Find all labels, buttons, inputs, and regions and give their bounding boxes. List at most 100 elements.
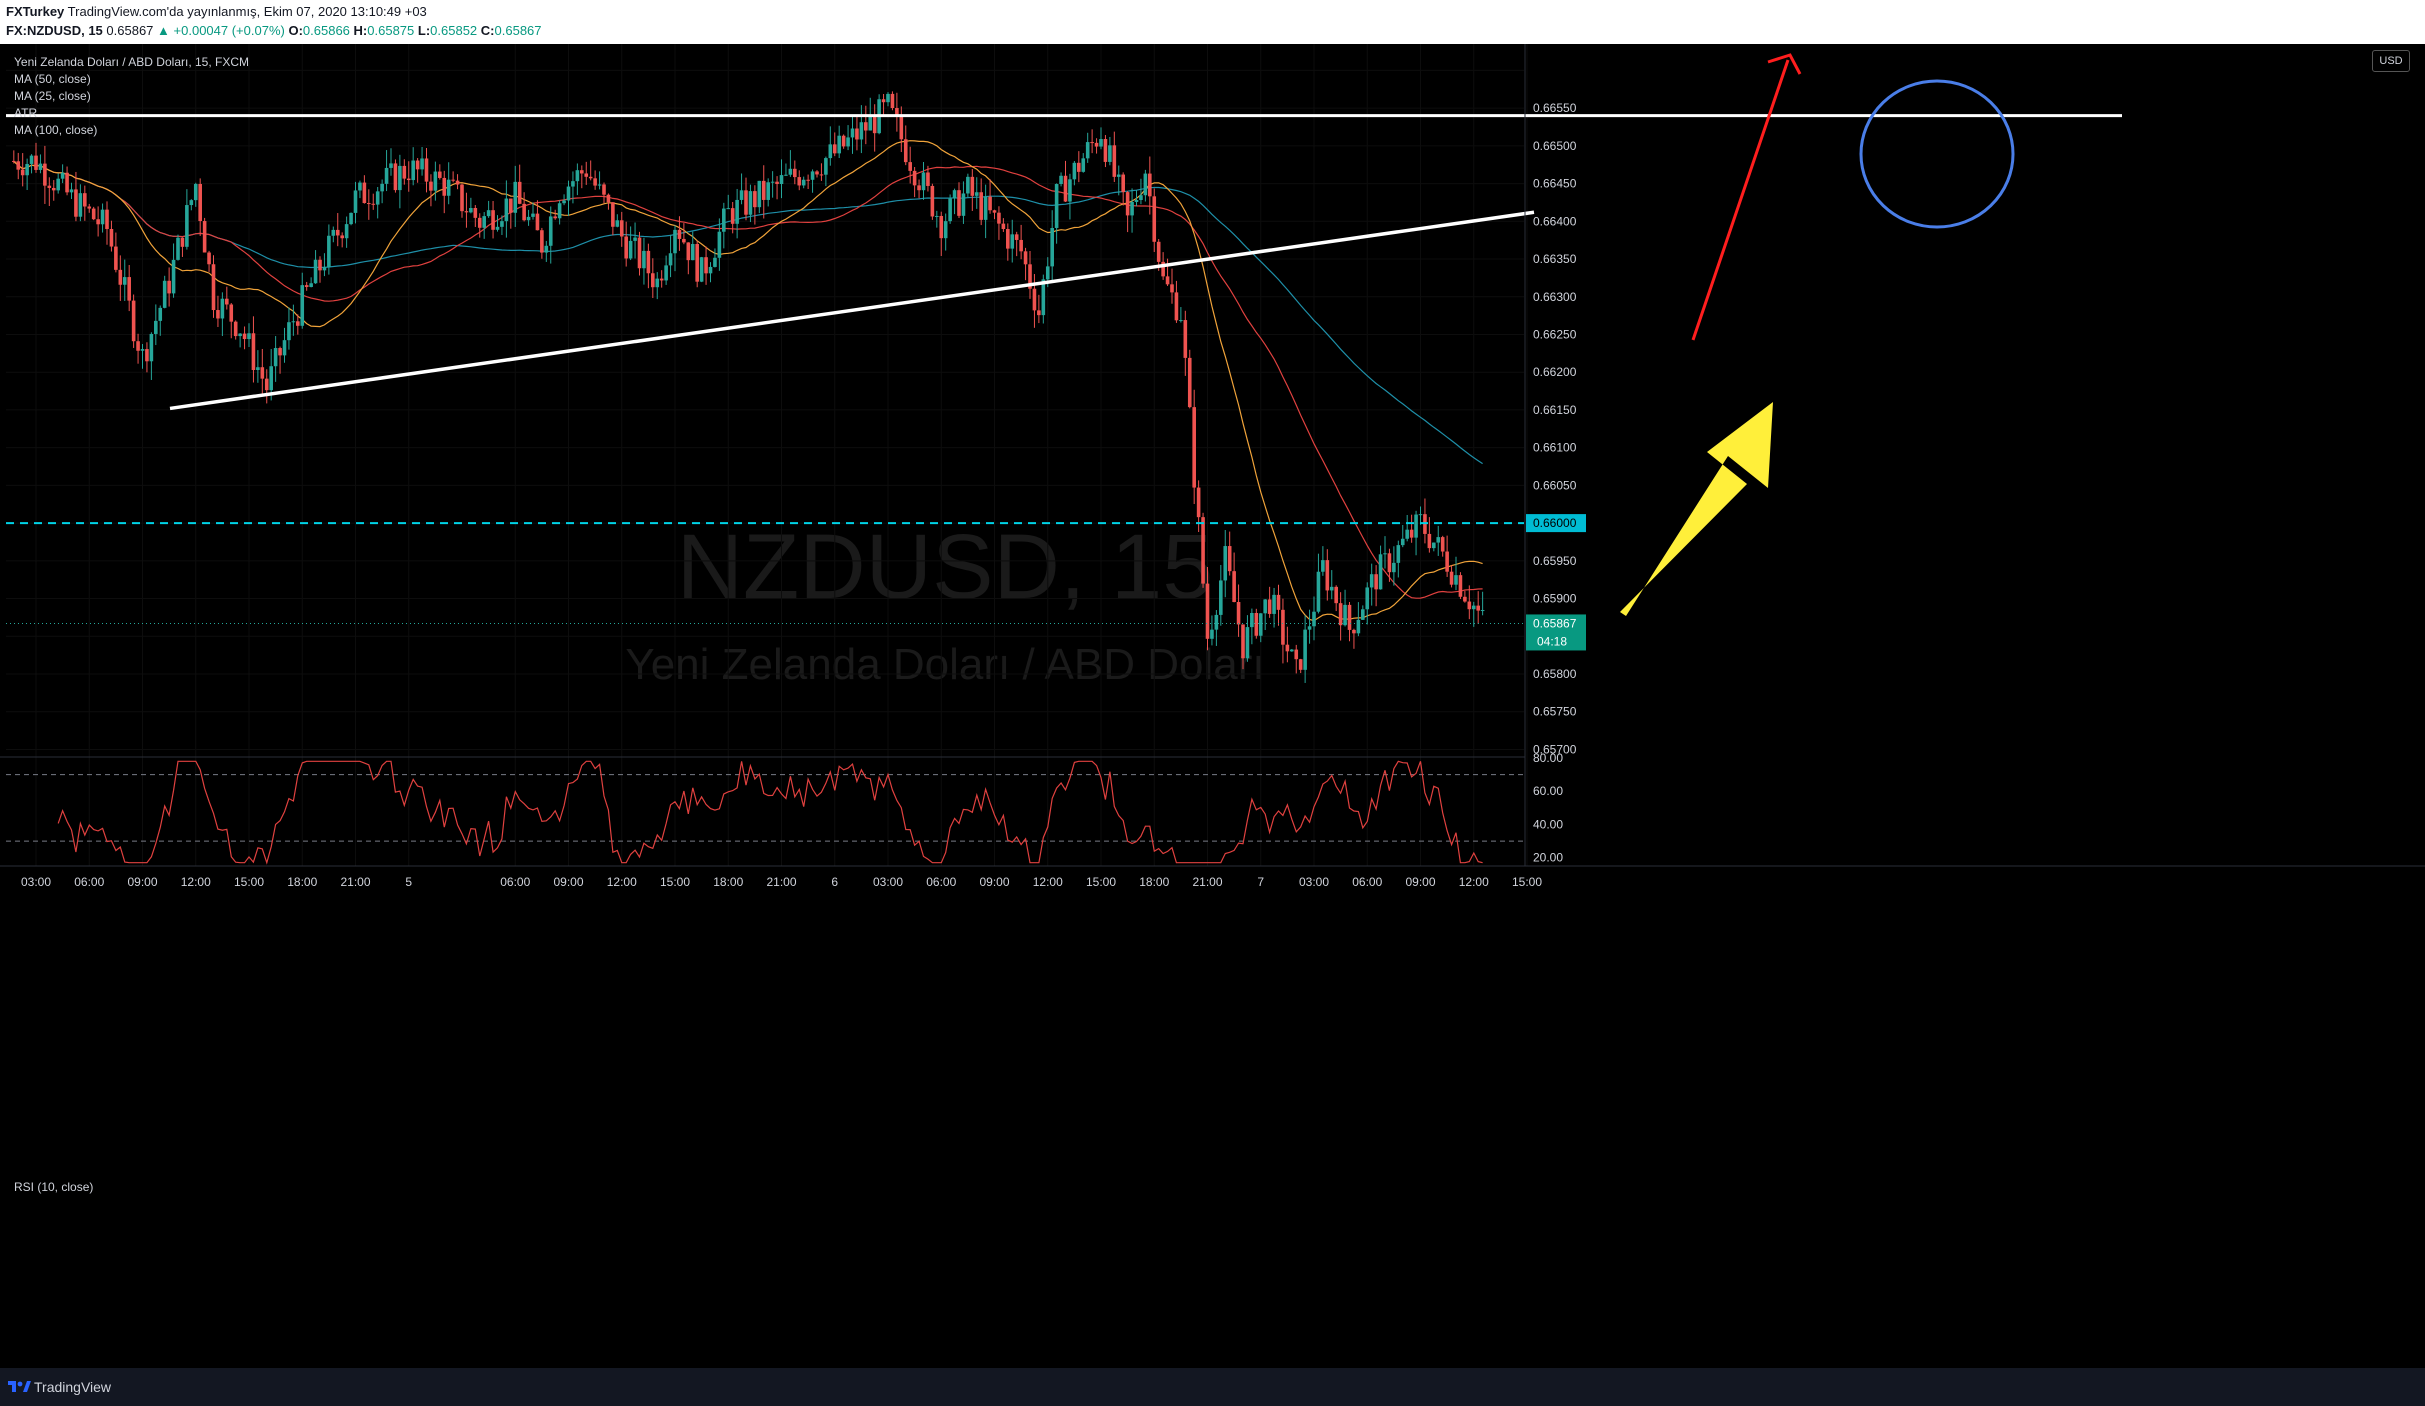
tradingview-logo-icon[interactable] bbox=[6, 1378, 32, 1394]
candle-body bbox=[384, 167, 389, 184]
rsi-legend[interactable]: RSI (10, close) bbox=[14, 1180, 94, 1194]
candle-body bbox=[602, 184, 606, 195]
candle-body bbox=[1037, 310, 1041, 316]
candle-body bbox=[872, 116, 877, 134]
candle-body bbox=[1374, 574, 1378, 590]
candle-body bbox=[131, 300, 136, 342]
candle-body bbox=[225, 298, 229, 305]
candle-body bbox=[1321, 560, 1325, 572]
candle-body bbox=[1059, 175, 1063, 185]
candle-body bbox=[708, 266, 713, 274]
candle-body bbox=[1476, 605, 1480, 611]
candle-body bbox=[207, 252, 211, 265]
time-tick: 06:00 bbox=[500, 875, 530, 889]
candle-body bbox=[1258, 613, 1263, 636]
candle-body bbox=[367, 203, 371, 205]
candle-body bbox=[1045, 266, 1050, 280]
price-tick: 0.66200 bbox=[1533, 365, 1577, 379]
candle-body bbox=[1276, 594, 1281, 610]
candle-body bbox=[269, 366, 273, 391]
candle-body bbox=[850, 128, 855, 138]
candle-body bbox=[1267, 599, 1272, 614]
candle-body bbox=[1347, 604, 1352, 630]
candle-body bbox=[362, 182, 367, 204]
candle-body bbox=[908, 162, 912, 171]
candle-body bbox=[25, 163, 29, 176]
open-value: 0.65866 bbox=[302, 23, 350, 38]
candle-body bbox=[189, 200, 194, 206]
candle-body bbox=[1329, 586, 1334, 591]
candle-body bbox=[229, 304, 234, 322]
candle-body bbox=[91, 208, 96, 220]
drawing-tools[interactable] bbox=[6, 53, 2122, 624]
candle-body bbox=[766, 182, 770, 200]
currency-button[interactable]: USD bbox=[2372, 50, 2410, 72]
candle-body bbox=[943, 221, 948, 239]
candle-body bbox=[895, 108, 899, 117]
candle-body bbox=[20, 169, 25, 176]
candle-body bbox=[633, 237, 637, 241]
candle-body bbox=[398, 165, 402, 191]
candle-body bbox=[770, 181, 775, 183]
candle-body bbox=[251, 333, 256, 371]
candle-body bbox=[424, 158, 429, 182]
candle-body bbox=[273, 348, 278, 367]
candle-body bbox=[761, 180, 766, 200]
legend-ma100[interactable]: MA (100, close) bbox=[14, 123, 98, 137]
time-tick: 15:00 bbox=[234, 875, 264, 889]
candle-body bbox=[1125, 192, 1130, 216]
candle-body bbox=[1414, 514, 1418, 538]
candle-body bbox=[815, 171, 819, 175]
symbol-label: FX:NZDUSD, 15 bbox=[6, 23, 103, 38]
candle-body bbox=[1130, 201, 1134, 216]
candle-body bbox=[402, 165, 407, 179]
candle-body bbox=[1325, 560, 1330, 591]
indicator-legend: Yeni Zelanda Doları / ABD Doları, 15, FX… bbox=[14, 54, 249, 139]
price-axis[interactable]: 0.66550 0.66500 0.66450 0.66400 0.66350 0.663… bbox=[0, 44, 2425, 867]
candle-body bbox=[748, 191, 753, 215]
candle-body bbox=[1090, 142, 1094, 144]
price-tick: 0.66050 bbox=[1533, 478, 1577, 492]
price-tick: 0.66450 bbox=[1533, 177, 1577, 191]
candle-body bbox=[1143, 173, 1148, 196]
time-tick: 03:00 bbox=[1299, 875, 1329, 889]
legend-ma25[interactable]: MA (25, close) bbox=[14, 89, 91, 103]
candle-body bbox=[903, 139, 908, 163]
legend-atr[interactable]: ATR bbox=[14, 106, 38, 120]
candle-body bbox=[1223, 546, 1228, 581]
tradingview-brand[interactable]: TradingView bbox=[34, 1379, 112, 1395]
candle-body bbox=[349, 212, 353, 225]
candle-body bbox=[713, 257, 717, 267]
legend-title[interactable]: Yeni Zelanda Doları / ABD Doları, 15, FX… bbox=[14, 55, 249, 69]
candle-body bbox=[162, 280, 167, 308]
candle-body bbox=[96, 219, 100, 225]
time-tick: 09:00 bbox=[979, 875, 1009, 889]
time-tick: 18:00 bbox=[287, 875, 317, 889]
candle-body bbox=[358, 182, 362, 191]
price-tick: 0.66500 bbox=[1533, 139, 1577, 153]
candle-body bbox=[1383, 553, 1387, 555]
candle-body bbox=[992, 210, 997, 213]
candle-body bbox=[136, 341, 140, 351]
candle-body bbox=[797, 177, 802, 186]
publisher-name[interactable]: FXTurkey bbox=[6, 4, 65, 19]
price-tick: 0.65800 bbox=[1533, 667, 1577, 681]
candle-body bbox=[1165, 276, 1170, 285]
time-axis[interactable]: 03:00 06:00 09:00 12:00 15:00 18:00 21:00 5 06:0… bbox=[21, 875, 1542, 889]
candle-body bbox=[193, 183, 198, 201]
candle-body bbox=[837, 135, 841, 154]
candle-body bbox=[699, 257, 704, 282]
low-value: 0.65852 bbox=[430, 23, 478, 38]
time-tick: 15:00 bbox=[660, 875, 690, 889]
candle-body bbox=[1023, 251, 1028, 265]
time-tick: 7 bbox=[1257, 875, 1264, 889]
candle-body bbox=[544, 245, 549, 253]
legend-ma50[interactable]: MA (50, close) bbox=[14, 72, 91, 86]
candle-body bbox=[1121, 174, 1125, 193]
candle-body bbox=[460, 184, 464, 212]
ohlc-line: FX:NZDUSD, 15 0.65867 ▲ +0.00047 (+0.07%… bbox=[6, 23, 542, 38]
price-tick: 0.66100 bbox=[1533, 441, 1577, 455]
chart-canvas[interactable]: 0.66550 0.66500 0.66450 0.66400 0.66350 0.663… bbox=[0, 44, 2425, 1368]
rsi-tick: 60.00 bbox=[1533, 784, 1563, 798]
circle-annotation bbox=[1859, 79, 2015, 229]
